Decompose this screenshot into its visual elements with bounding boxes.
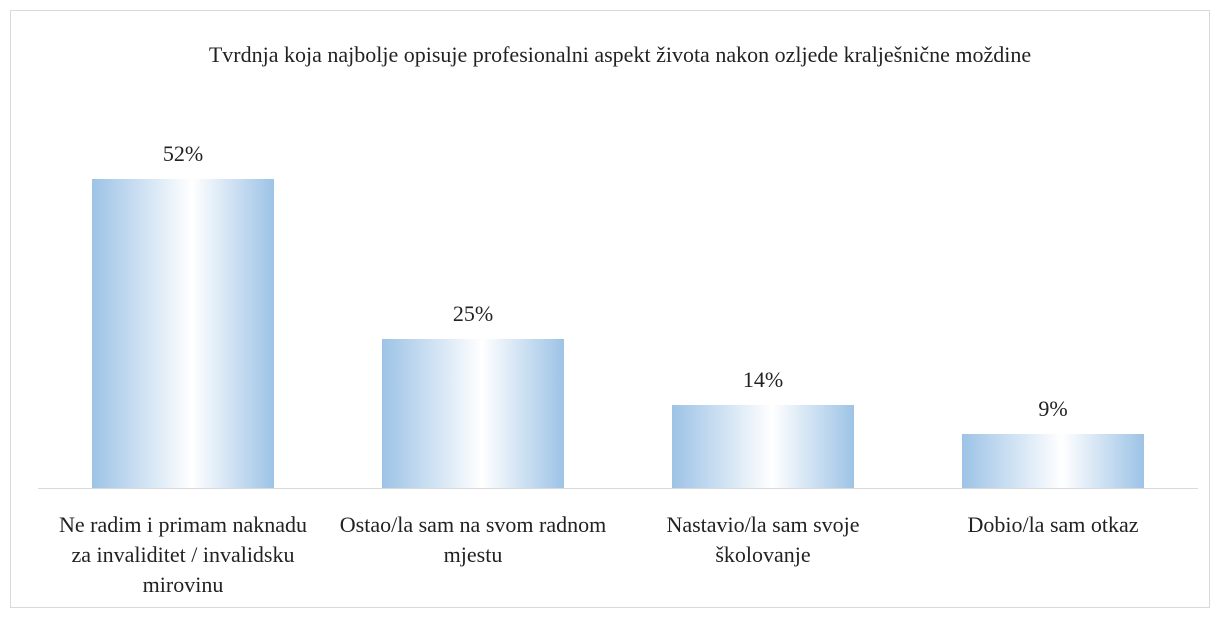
bar bbox=[382, 339, 564, 488]
data-label: 14% bbox=[742, 366, 784, 392]
chart-frame bbox=[10, 10, 1210, 608]
x-tick-label: Ne radim i primam naknadu za invaliditet… bbox=[58, 512, 308, 597]
bar bbox=[92, 178, 274, 488]
data-label: 9% bbox=[1038, 396, 1068, 422]
bar bbox=[672, 404, 854, 488]
x-axis-line bbox=[38, 488, 1198, 489]
data-label: 25% bbox=[452, 301, 494, 327]
chart-title: Tvrdnja koja najbolje opisuje profesiona… bbox=[208, 42, 1032, 67]
x-tick-label: Dobio/la sam otkaz bbox=[967, 512, 1139, 537]
bar bbox=[962, 434, 1144, 488]
data-label: 52% bbox=[162, 140, 204, 166]
x-tick-label: Ostao/la sam na svom radnom mjestu bbox=[339, 512, 607, 567]
x-tick-label: Nastavio/la sam svoje školovanje bbox=[666, 512, 860, 567]
